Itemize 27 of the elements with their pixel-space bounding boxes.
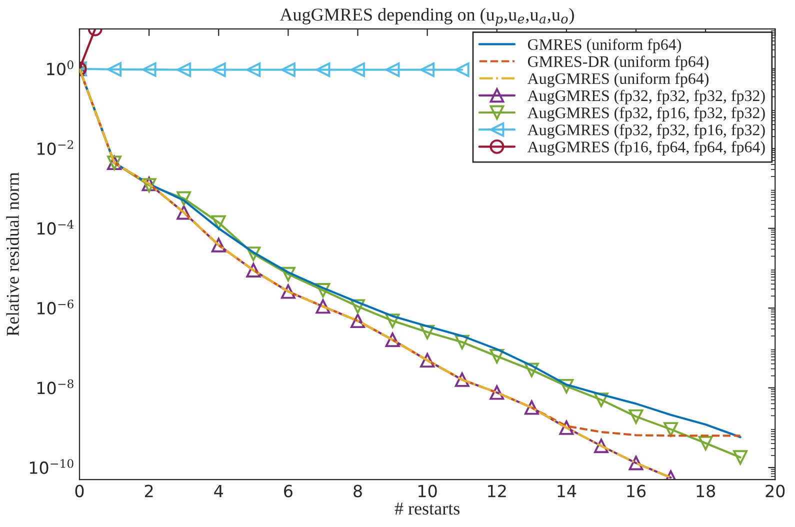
x-tick-label: 0 — [75, 484, 84, 498]
y-tick-label: 10$^{−2}$ — [37, 140, 74, 156]
y-tick-label: 10$^{−6}$ — [37, 300, 74, 315]
legend-label: AugGMRES (fp16, fp64, fp64, fp64) — [527, 141, 765, 156]
x-tick-label: 20 — [766, 484, 785, 498]
legend-label: AugGMRES (uniform fp64) — [527, 72, 709, 88]
x-tick-label: 6 — [284, 484, 292, 498]
x-tick-label: 14 — [558, 484, 576, 498]
y-tick-label: 10$^{0}$ — [47, 60, 74, 76]
y-tick-label: 10$^{−4}$ — [37, 220, 74, 235]
y-axis-title: Relative residual norm — [6, 172, 19, 336]
legend-label: GMRES-DR (uniform fp64) — [528, 56, 709, 70]
legend-label: GMRES (uniform fp64) — [528, 38, 681, 54]
legend-label: AugGMRES (fp32, fp32, fp16, fp32) — [527, 124, 765, 139]
x-tick-label: 8 — [354, 484, 362, 498]
chart-title: AugGMRES depending on (u$_{p}$,u$_{e}$,u$_{a}$,u$_{o}$) — [280, 8, 574, 26]
x-tick-label: 18 — [696, 484, 716, 498]
x-tick-label: 4 — [214, 484, 223, 498]
legend-label: AugGMRES (fp32, fp16, fp32, fp32) — [527, 106, 765, 122]
x-tick-label: 2 — [144, 484, 153, 498]
x-tick-label: 10 — [418, 484, 437, 498]
x-tick-label: 12 — [488, 484, 506, 498]
x-axis-title: # restarts — [394, 502, 460, 515]
y-tick-label: 10$^{−10}$ — [30, 459, 74, 474]
y-tick-label: 10$^{−8}$ — [37, 379, 74, 394]
x-tick-label: 16 — [627, 484, 646, 498]
legend-label: AugGMRES (fp32, fp32, fp32, fp32) — [527, 90, 765, 104]
